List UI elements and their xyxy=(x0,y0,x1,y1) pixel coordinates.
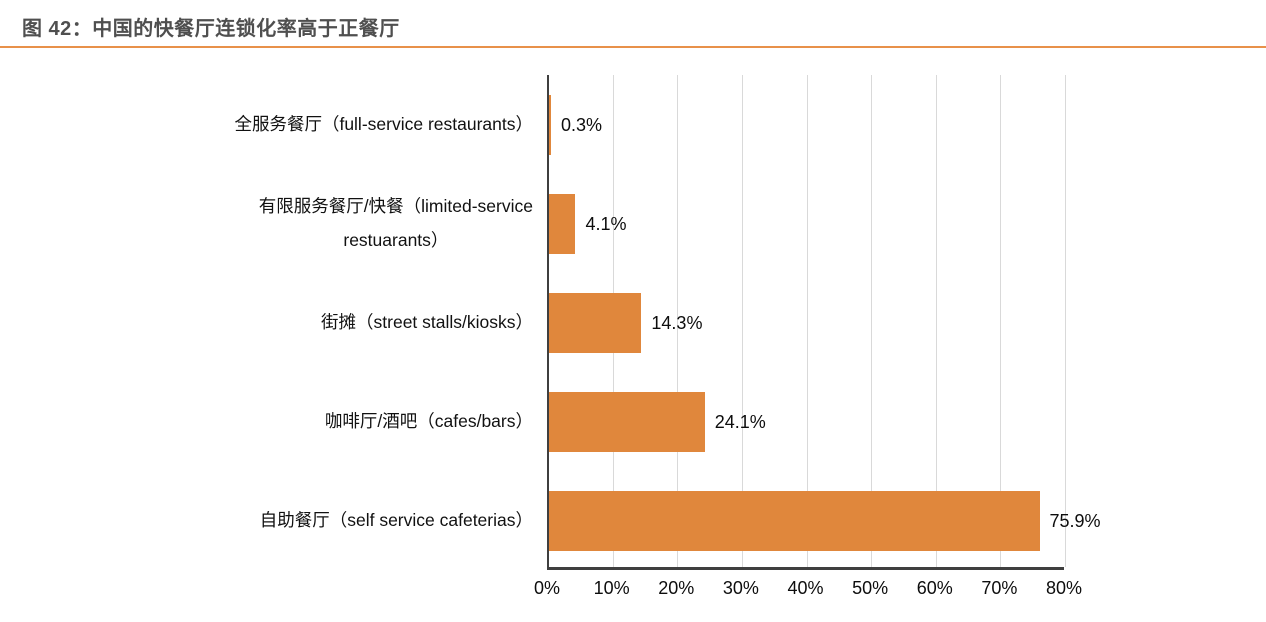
gridline xyxy=(677,75,679,567)
x-tick-label-2: 20% xyxy=(658,578,695,598)
category-label-text: 全服务餐厅（full-service restaurants） xyxy=(234,113,533,134)
category-label-row-2: 街摊（street stalls/kiosks） xyxy=(0,273,547,372)
gridline xyxy=(1065,75,1066,567)
category-label-row-0: 全服务餐厅（full-service restaurants） xyxy=(0,75,547,174)
bar-2 xyxy=(549,292,642,353)
x-tick-label-8: 80% xyxy=(1045,578,1083,598)
gridline xyxy=(935,75,937,567)
bar-value-label-1: 4.1% xyxy=(585,213,627,234)
bar-value-label-0: 0.3% xyxy=(561,114,603,135)
bar-value-label-3: 24.1% xyxy=(714,411,766,432)
category-label-text: 有限服务餐厅/快餐（limited-service restuarants） xyxy=(258,196,533,250)
category-label-text: 街摊（street stalls/kiosks） xyxy=(321,311,533,332)
x-tick-label-5: 50% xyxy=(852,578,889,598)
bar-4 xyxy=(549,490,1040,551)
bar-0 xyxy=(549,94,551,155)
x-tick-label-3: 30% xyxy=(722,578,759,598)
category-axis-labels: 全服务餐厅（full-service restaurants） 有限服务餐厅/快餐… xyxy=(0,75,547,570)
bar-3 xyxy=(549,391,705,452)
bar-1 xyxy=(549,193,576,254)
gridline xyxy=(806,75,808,567)
category-label-text: 咖啡厅/酒吧（cafes/bars） xyxy=(324,410,533,431)
gridline xyxy=(1000,75,1002,567)
bar-value-label-2: 14.3% xyxy=(651,312,703,333)
x-tick-label-4: 40% xyxy=(787,578,824,598)
title-divider-rule xyxy=(0,46,1266,48)
gridline xyxy=(741,75,743,567)
x-axis-tick-labels: 0% 10% 20% 30% 40% 50% 60% 70% 80% xyxy=(534,578,1082,604)
category-label-row-1: 有限服务餐厅/快餐（limited-service restuarants） xyxy=(0,174,547,273)
x-tick-label-7: 70% xyxy=(981,578,1018,598)
x-tick-label-1: 10% xyxy=(593,578,630,598)
category-label-row-3: 咖啡厅/酒吧（cafes/bars） xyxy=(0,372,547,471)
figure-title: 图 42：中国的快餐厅连锁化率高于正餐厅 xyxy=(22,18,400,40)
gridline xyxy=(871,75,873,567)
x-tick-label-6: 60% xyxy=(916,578,953,598)
category-label-row-4: 自助餐厅（self service cafeterias） xyxy=(0,471,547,570)
bar-value-label-4: 75.9% xyxy=(1049,510,1101,531)
x-tick-label-0: 0% xyxy=(533,578,561,598)
category-label-text: 自助餐厅（self service cafeterias） xyxy=(259,509,533,530)
plot-area: 0.3% 4.1% 14.3% 24.1% 75.9% xyxy=(547,75,1101,570)
